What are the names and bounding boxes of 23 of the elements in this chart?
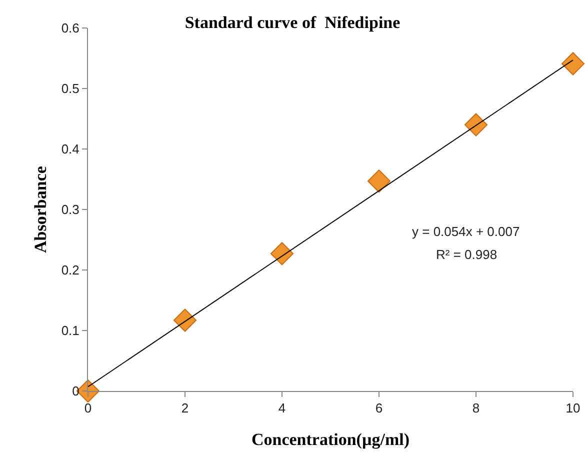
y-tick-label: 0.6: [61, 20, 80, 36]
annotation: R² = 0.998: [436, 247, 498, 262]
x-tick-label: 4: [278, 400, 286, 416]
y-axis-title: Absorbance: [30, 166, 50, 253]
point: [270, 242, 294, 266]
y-tick-label: 0.5: [61, 81, 80, 96]
x-tick-label: 6: [375, 400, 383, 416]
y-tick-label: 0.3: [61, 202, 80, 218]
y-tick-label: 0.1: [61, 323, 80, 338]
point: [367, 170, 391, 193]
y-tick-label: 0.2: [61, 262, 80, 278]
y-tick-label: 0: [72, 384, 80, 399]
x-tick-label: 10: [566, 400, 580, 416]
x-tick-label: 8: [472, 400, 480, 416]
annotation: y = 0.054x + 0.007: [412, 224, 520, 239]
x-tick-label: 2: [181, 400, 189, 416]
point: [464, 113, 488, 136]
x-tick-label: 0: [84, 400, 92, 416]
x-axis-title: Concentration(µg/ml): [251, 430, 410, 449]
chart-title: Standard curve of Nifedipine: [184, 13, 401, 32]
point: [561, 52, 585, 76]
point: [173, 308, 197, 332]
y-tick-label: 0.4: [61, 142, 80, 157]
